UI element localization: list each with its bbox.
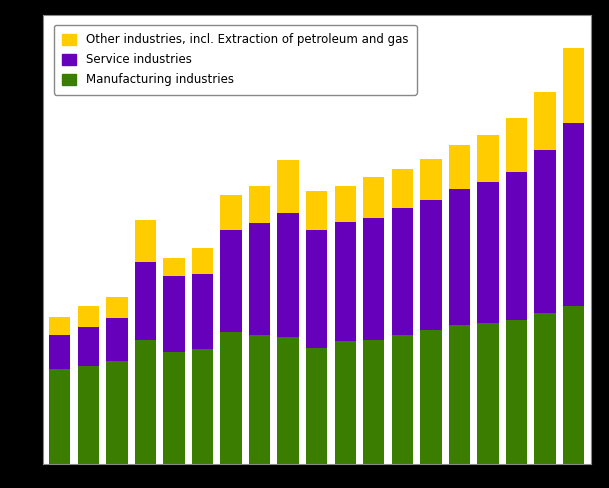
Bar [334,341,356,464]
Bar [392,169,413,208]
Bar [392,208,413,335]
Bar [420,159,442,200]
Bar [106,362,127,464]
Bar [278,337,299,464]
Bar [477,182,499,323]
Bar [163,276,185,352]
Bar [534,92,556,150]
Bar [306,348,328,464]
Bar [106,318,127,362]
Bar [163,352,185,464]
Bar [534,150,556,313]
Bar [249,335,270,464]
Bar [477,135,499,182]
Bar [506,320,527,464]
Bar [420,330,442,464]
Bar [135,262,156,340]
Bar [420,200,442,330]
Bar [306,230,328,348]
Bar [449,189,470,325]
Bar [106,297,127,318]
Bar [563,305,584,464]
Bar [363,340,384,464]
Bar [449,145,470,189]
Bar [49,369,71,464]
Bar [77,327,99,366]
Bar [306,191,328,230]
Bar [506,119,527,172]
Bar [192,274,213,349]
Bar [220,230,242,332]
Bar [563,123,584,305]
Bar [249,223,270,335]
Bar [477,323,499,464]
Bar [363,177,384,218]
Bar [220,195,242,230]
Bar [534,313,556,464]
Bar [220,332,242,464]
Bar [77,366,99,464]
Bar [363,218,384,340]
Bar [334,186,356,222]
Bar [192,248,213,274]
Bar [192,349,213,464]
Bar [49,317,71,335]
Bar [278,160,299,213]
Bar [249,186,270,223]
Bar [449,325,470,464]
Bar [506,172,527,320]
Bar [563,48,584,123]
Bar [135,340,156,464]
Bar [135,221,156,262]
Bar [334,222,356,341]
Bar [49,335,71,369]
Legend: Other industries, incl. Extraction of petroleum and gas, Service industries, Man: Other industries, incl. Extraction of pe… [54,25,417,95]
Bar [278,213,299,337]
Bar [163,258,185,276]
Bar [392,335,413,464]
Bar [77,305,99,327]
